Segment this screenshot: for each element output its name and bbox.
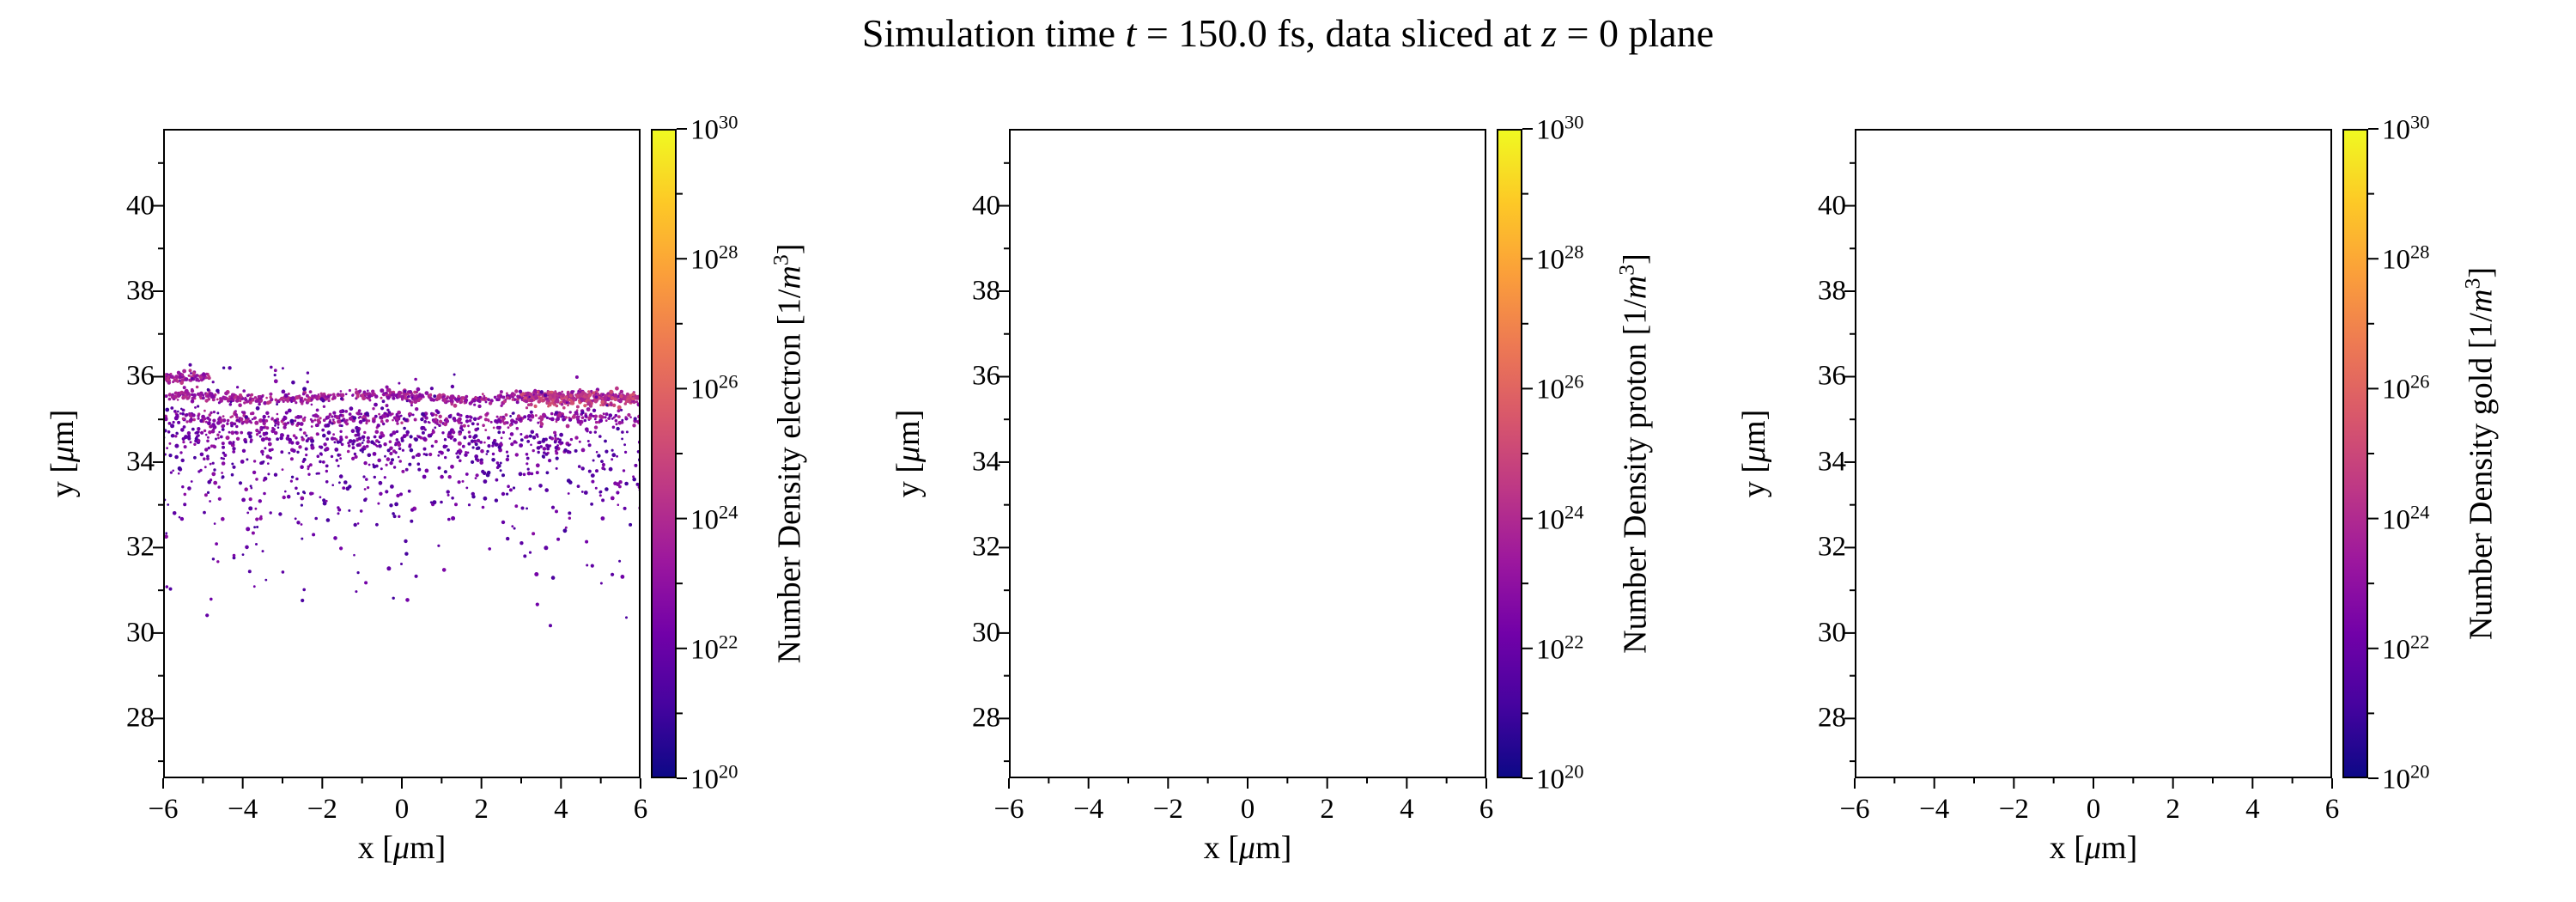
y-tick-label: 40 (972, 190, 1000, 222)
x-axis-label: x [μm] (2049, 830, 2138, 866)
y-tick-label: 32 (126, 531, 155, 563)
y-tick-label: 36 (972, 360, 1000, 392)
colorbar-proton (1497, 129, 1522, 778)
y-tick-label: 28 (126, 702, 155, 734)
figure-title: Simulation time t = 150.0 fs, data slice… (0, 10, 2576, 56)
y-tick-label: 36 (126, 360, 155, 392)
colorbar-tick-label: 1024 (1536, 501, 1584, 536)
y-tick-label: 32 (972, 531, 1000, 563)
colorbar-tick-label: 1020 (690, 760, 738, 795)
colorbar-ticks-gold (2368, 128, 2379, 779)
x-tick-label: 6 (1479, 794, 1494, 825)
colorbar-tick-label: 1024 (2382, 501, 2430, 536)
colorbar-ticks-proton (1522, 128, 1533, 779)
y-tick-label: 34 (126, 446, 155, 478)
axis-ticks (1844, 162, 2333, 789)
x-tick-label: −6 (993, 794, 1024, 825)
x-tick-label: 0 (1240, 794, 1255, 825)
y-tick-label: 34 (972, 446, 1000, 478)
colorbar-tick-label: 1020 (2382, 760, 2430, 795)
colorbar-tick-label: 1028 (1536, 241, 1584, 276)
colorbar-tick-label: 1028 (690, 241, 738, 276)
colorbar-tick-label: 1022 (2382, 631, 2430, 666)
colorbar-tick-label: 1030 (2382, 111, 2430, 146)
colorbar-tick-label: 1022 (690, 631, 738, 666)
x-tick-label: −6 (1839, 794, 1870, 825)
colorbar-tick-label: 1024 (690, 501, 738, 536)
y-tick-label: 40 (126, 190, 155, 222)
colorbar-tick-label: 1026 (2382, 370, 2430, 405)
colorbar-tick-label: 1026 (690, 370, 738, 405)
x-tick-label: 4 (1400, 794, 1414, 825)
x-tick-label: −2 (307, 794, 337, 825)
y-tick-label: 38 (1818, 275, 1846, 307)
y-tick-label: 40 (1818, 190, 1846, 222)
x-tick-label: 2 (2166, 794, 2180, 825)
colorbar-tick-label: 1022 (1536, 631, 1584, 666)
y-tick-label: 30 (1818, 617, 1846, 649)
x-tick-label: −2 (1998, 794, 2029, 825)
plot-area-gold (1844, 129, 2333, 789)
colorbar-tick-label: 1026 (1536, 370, 1584, 405)
scatter-points-electron (163, 363, 641, 628)
x-tick-label: 0 (394, 794, 410, 825)
x-tick-label: −2 (1152, 794, 1183, 825)
plot-area-proton (999, 129, 1487, 789)
y-tick-label: 28 (1818, 702, 1846, 734)
y-tick-label: 38 (972, 275, 1000, 307)
y-tick-label: 30 (126, 617, 155, 649)
colorbar-ticks-electron (677, 128, 687, 779)
x-tick-label: −4 (1073, 794, 1104, 825)
x-tick-label: 6 (633, 794, 648, 825)
x-tick-label: −4 (1919, 794, 1950, 825)
x-tick-label: 0 (2086, 794, 2101, 825)
axis-ticks (153, 162, 641, 789)
x-axis-label: x [μm] (1203, 830, 1292, 866)
colorbar-tick-label: 1020 (1536, 760, 1584, 795)
plot-area-electron (153, 129, 641, 789)
y-tick-label: 32 (1818, 531, 1846, 563)
colorbar-tick-label: 1030 (1536, 111, 1584, 146)
y-tick-label: 34 (1818, 446, 1846, 478)
y-tick-label: 36 (1818, 360, 1846, 392)
x-axis-label: x [μm] (357, 830, 447, 866)
colorbar-tick-label: 1028 (2382, 241, 2430, 276)
x-tick-label: 2 (1320, 794, 1334, 825)
title-text-2: = 150.0 fs, data sliced at (1136, 11, 1542, 55)
x-tick-label: 2 (474, 794, 489, 825)
y-tick-label: 38 (126, 275, 155, 307)
x-tick-label: −4 (228, 794, 258, 825)
axis-ticks (999, 162, 1487, 789)
x-tick-label: 6 (2324, 794, 2340, 825)
title-text-3: = 0 plane (1557, 11, 1715, 55)
title-text-1: Simulation time (861, 11, 1126, 55)
title-var-z: z (1541, 11, 1558, 55)
x-tick-label: 4 (554, 794, 568, 825)
x-tick-label: −6 (148, 794, 179, 825)
y-tick-label: 30 (972, 617, 1000, 649)
colorbar-gold (2342, 129, 2368, 778)
colorbar-electron (651, 129, 677, 778)
x-tick-label: 4 (2245, 794, 2260, 825)
colorbar-tick-label: 1030 (690, 111, 738, 146)
y-tick-label: 28 (972, 702, 1000, 734)
title-var-t: t (1125, 11, 1137, 55)
